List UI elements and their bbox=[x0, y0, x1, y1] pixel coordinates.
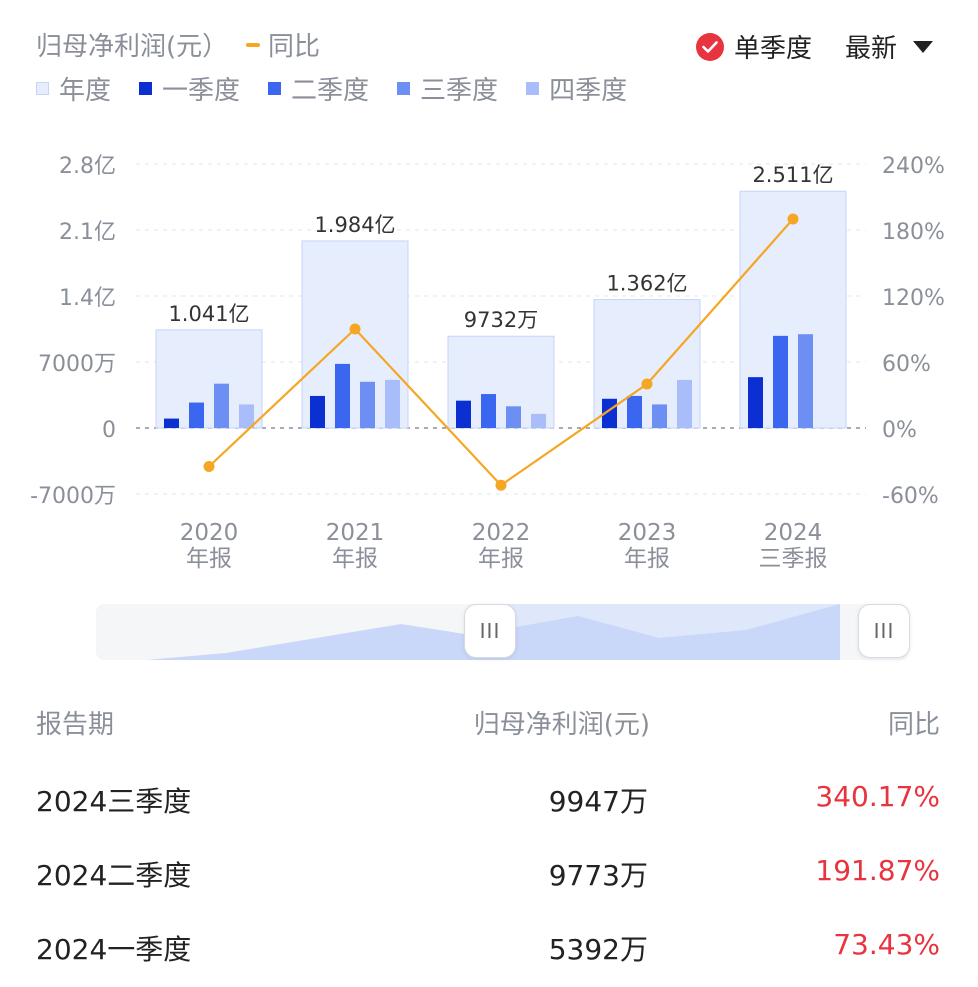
y-left-tick-label: 2.1亿 bbox=[59, 220, 116, 245]
quarter-bar-3 bbox=[214, 383, 229, 428]
row-yoy: 73.43% bbox=[833, 928, 940, 961]
x-tick-label: 2024 bbox=[764, 520, 823, 546]
legend-swatch-q1 bbox=[139, 82, 153, 95]
quarter-bar-1 bbox=[310, 395, 325, 428]
y-left-tick-label: 7000万 bbox=[38, 352, 116, 377]
single-quarter-label: 单季度 bbox=[734, 34, 813, 64]
y-right-tick-label: 120% bbox=[882, 286, 945, 311]
quarter-bar-1 bbox=[456, 400, 471, 428]
table-header-yoy: 同比 bbox=[887, 710, 940, 740]
legend-swatch-q2 bbox=[268, 82, 282, 95]
x-tick-label: 2023 bbox=[618, 520, 677, 546]
legend-label-q3: 三季度 bbox=[420, 76, 499, 106]
table-row[interactable]: 2024二季度 9773万 191.87% bbox=[0, 854, 978, 894]
row-yoy: 191.87% bbox=[815, 854, 940, 887]
legend-q2[interactable]: 二季度 bbox=[268, 70, 369, 107]
check-icon bbox=[696, 32, 724, 61]
y-left-tick-label: 2.8亿 bbox=[59, 154, 116, 179]
yoy-point bbox=[495, 479, 507, 491]
y-left-tick-label: 0 bbox=[102, 418, 116, 443]
yoy-point bbox=[349, 323, 361, 335]
y-right-tick-label: -60% bbox=[882, 484, 939, 509]
row-period: 2024一季度 bbox=[36, 933, 192, 966]
legend-label-annual: 年度 bbox=[59, 76, 112, 106]
row-value: 9773万 bbox=[548, 859, 648, 892]
single-quarter-toggle[interactable]: 单季度 bbox=[696, 28, 812, 65]
legend-annual[interactable]: 年度 bbox=[36, 70, 111, 107]
y-left-tick-label: 1.4亿 bbox=[59, 286, 116, 311]
x-tick-sublabel: 三季报 bbox=[759, 546, 828, 572]
x-tick-sublabel: 年报 bbox=[624, 546, 670, 572]
quarter-bar-1 bbox=[164, 418, 179, 428]
latest-label: 最新 bbox=[845, 34, 898, 64]
legend-q3[interactable]: 三季度 bbox=[397, 70, 498, 107]
legend-q1[interactable]: 一季度 bbox=[139, 70, 240, 107]
yoy-point bbox=[787, 213, 799, 225]
slider-right-handle[interactable]: III bbox=[858, 604, 910, 658]
latest-dropdown[interactable]: 最新 bbox=[845, 28, 934, 65]
drag-handle-icon: III bbox=[479, 619, 501, 643]
y-right-tick-label: 0% bbox=[882, 418, 917, 443]
legend-swatch-q4 bbox=[526, 82, 540, 95]
x-tick-label: 2020 bbox=[180, 520, 239, 546]
quarter-bar-3 bbox=[652, 404, 667, 428]
table-row[interactable]: 2024一季度 5392万 73.43% bbox=[0, 928, 978, 968]
x-tick-sublabel: 年报 bbox=[478, 546, 524, 572]
y-right-tick-label: 60% bbox=[882, 352, 931, 377]
row-yoy: 340.17% bbox=[815, 780, 940, 813]
annual-data-label: 2.511亿 bbox=[752, 163, 833, 187]
yoy-point bbox=[641, 378, 653, 390]
legend-label-q4: 四季度 bbox=[549, 76, 628, 106]
quarter-bar-4 bbox=[239, 404, 254, 428]
chart-title: 归母净利润(元） bbox=[36, 32, 229, 62]
row-period: 2024三季度 bbox=[36, 785, 192, 818]
y-right-tick-label: 240% bbox=[882, 154, 945, 179]
quarter-bar-2 bbox=[627, 395, 642, 428]
row-value: 5392万 bbox=[548, 933, 648, 966]
chart-legend: 年度 一季度 二季度 三季度 四季度 bbox=[36, 70, 655, 107]
quarter-bar-4 bbox=[385, 379, 400, 428]
annual-data-label: 1.041亿 bbox=[168, 302, 249, 326]
annual-data-label: 1.984亿 bbox=[314, 213, 395, 237]
x-tick-label: 2021 bbox=[326, 520, 385, 546]
caret-down-icon bbox=[913, 40, 934, 53]
quarter-bar-3 bbox=[360, 381, 375, 428]
quarter-bar-2 bbox=[189, 402, 204, 428]
quarter-bar-1 bbox=[748, 377, 763, 428]
x-tick-label: 2022 bbox=[472, 520, 531, 546]
legend-label-q1: 一季度 bbox=[162, 76, 241, 106]
quarter-bar-2 bbox=[481, 394, 496, 428]
quarter-bar-2 bbox=[773, 335, 788, 428]
legend-label-q2: 二季度 bbox=[291, 76, 370, 106]
legend-q4[interactable]: 四季度 bbox=[526, 70, 627, 107]
legend-swatch-annual bbox=[36, 82, 49, 95]
quarter-bar-3 bbox=[798, 334, 813, 428]
table-row[interactable]: 2024三季度 9947万 340.17% bbox=[0, 780, 978, 820]
quarter-bar-4 bbox=[677, 379, 692, 428]
yoy-legend: 同比 bbox=[246, 26, 320, 63]
annual-data-label: 9732万 bbox=[464, 308, 538, 332]
quarter-bar-2 bbox=[335, 363, 350, 428]
x-tick-sublabel: 年报 bbox=[186, 546, 232, 572]
yoy-line-swatch bbox=[246, 42, 260, 47]
table-header-period: 报告期 bbox=[36, 710, 115, 740]
quarter-bar-3 bbox=[506, 406, 521, 428]
annual-data-label: 1.362亿 bbox=[606, 272, 687, 296]
slider-left-handle[interactable]: III bbox=[464, 604, 516, 658]
quarter-bar-4 bbox=[531, 413, 546, 428]
legend-swatch-q3 bbox=[397, 82, 411, 95]
table-header-value: 归母净利润(元) bbox=[473, 710, 650, 740]
x-tick-sublabel: 年报 bbox=[332, 546, 378, 572]
yoy-legend-label: 同比 bbox=[268, 32, 321, 62]
drag-handle-icon: III bbox=[873, 619, 895, 643]
row-period: 2024二季度 bbox=[36, 859, 192, 892]
profit-chart: 2.8亿 240% 2.1亿 180% 1.4亿 120% 7000万 60% 0 0% -7000… bbox=[30, 154, 945, 572]
y-left-tick-label: -7000万 bbox=[30, 484, 116, 509]
yoy-point bbox=[203, 461, 215, 472]
row-value: 9947万 bbox=[548, 785, 648, 818]
y-right-tick-label: 180% bbox=[882, 220, 945, 245]
